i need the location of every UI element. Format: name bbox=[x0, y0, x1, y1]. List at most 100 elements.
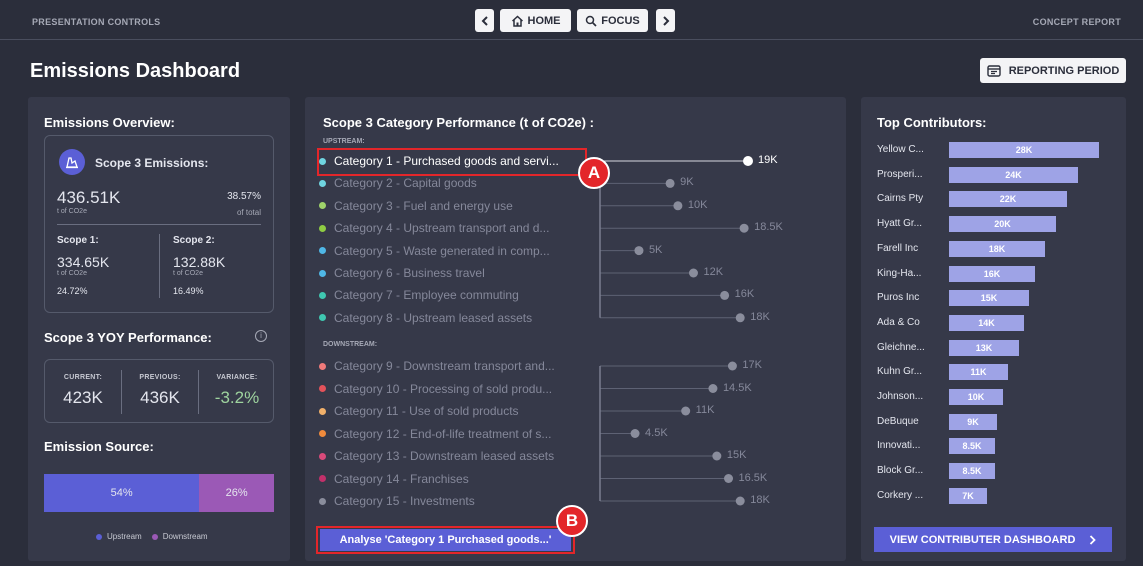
yoy-previous: PREVIOUS: 436K bbox=[122, 360, 198, 424]
category-color-dot bbox=[319, 291, 326, 299]
chevron-left-icon bbox=[481, 15, 488, 26]
downstream-segment[interactable]: 26% bbox=[199, 474, 274, 512]
contributor-value: 15K bbox=[980, 293, 998, 304]
lollipop-point[interactable] bbox=[673, 201, 683, 211]
lollipop-point[interactable] bbox=[739, 223, 749, 233]
lollipop-point[interactable] bbox=[634, 246, 644, 256]
lollipop-point[interactable] bbox=[720, 290, 730, 300]
contributor-name: Ada & Co bbox=[877, 316, 920, 328]
scope2-label: Scope 2: bbox=[173, 235, 215, 246]
downstream-percentage: 26% bbox=[225, 487, 248, 499]
category-label: Category 3 - Fuel and energy use bbox=[334, 198, 513, 213]
contributor-bar: 8.5K bbox=[949, 438, 995, 455]
category-color-dot bbox=[319, 497, 326, 505]
page-title: Emissions Dashboard bbox=[30, 60, 241, 82]
category-label: Category 8 - Upstream leased assets bbox=[334, 310, 533, 325]
scope3-emissions-card: Scope 3 Emissions: 436.51K t of CO2e 38.… bbox=[44, 135, 274, 313]
lollipop-point[interactable] bbox=[681, 406, 691, 416]
category-color-dot bbox=[319, 362, 326, 370]
lollipop-point[interactable] bbox=[743, 156, 753, 166]
contributor-value: 11K bbox=[970, 367, 987, 378]
category-item[interactable]: Category 5 - Waste generated in comp... bbox=[319, 243, 550, 259]
category-color-dot bbox=[319, 269, 326, 277]
scope3-percentage: 38.57% bbox=[227, 191, 261, 202]
category-label: Category 5 - Waste generated in comp... bbox=[334, 243, 550, 258]
contributor-bar: 9K bbox=[949, 413, 997, 430]
focus-label: FOCUS bbox=[601, 14, 640, 27]
category-item[interactable]: Category 7 - Employee commuting bbox=[319, 287, 519, 303]
category-item[interactable]: Category 1 - Purchased goods and servi..… bbox=[319, 153, 559, 169]
lollipop-point[interactable] bbox=[665, 178, 675, 188]
upstream-segment[interactable]: 54% bbox=[44, 474, 200, 512]
category-item[interactable]: Category 15 - Investments bbox=[319, 493, 475, 509]
category-item[interactable]: Category 6 - Business travel bbox=[319, 265, 485, 281]
contributor-name: Prosperi... bbox=[877, 168, 923, 180]
view-contributor-dashboard-button[interactable]: VIEW CONTRIBUTER DASHBOARD bbox=[874, 527, 1112, 552]
concept-report-label: CONCEPT REPORT bbox=[1032, 17, 1121, 27]
contributor-bar: 7K bbox=[949, 487, 987, 504]
contributor-bar: 10K bbox=[949, 389, 1003, 405]
category-item[interactable]: Category 3 - Fuel and energy use bbox=[319, 198, 513, 214]
reporting-period-button[interactable]: REPORTING PERIOD bbox=[980, 58, 1126, 83]
category-color-dot bbox=[319, 179, 326, 187]
category-item[interactable]: Category 12 - End-of-life treatment of s… bbox=[319, 426, 551, 442]
upstream-section-label: UPSTREAM: bbox=[323, 138, 365, 145]
downstream-legend-dot bbox=[151, 533, 158, 540]
lollipop-point[interactable] bbox=[708, 384, 718, 393]
contributor-bar: 13K bbox=[949, 339, 1019, 356]
lollipop-point[interactable] bbox=[727, 361, 737, 371]
contributor-bar: 28K bbox=[949, 142, 1099, 158]
yoy-variance: VARIANCE: -3.2% bbox=[199, 360, 275, 424]
contributor-bar: 11K bbox=[949, 364, 1008, 381]
category-item[interactable]: Category 2 - Capital goods bbox=[319, 175, 477, 191]
home-button[interactable]: HOME bbox=[500, 9, 571, 32]
current-label: CURRENT: bbox=[63, 374, 103, 381]
card-divider bbox=[57, 224, 261, 225]
category-value-label: 9K bbox=[680, 176, 694, 189]
category-color-dot bbox=[319, 157, 326, 165]
category-performance-title: Scope 3 Category Performance (t of CO2e)… bbox=[323, 115, 594, 130]
lollipop-point[interactable] bbox=[735, 496, 745, 506]
category-label: Category 1 - Purchased goods and servi..… bbox=[334, 154, 559, 168]
contributor-value: 8.5K bbox=[962, 466, 982, 477]
lollipop-point[interactable] bbox=[688, 268, 698, 278]
callout-b-marker: B bbox=[556, 505, 588, 537]
contributor-value: 24K bbox=[1005, 169, 1022, 180]
next-button[interactable] bbox=[656, 9, 675, 32]
category-color-dot bbox=[319, 430, 326, 437]
info-icon[interactable]: i bbox=[255, 330, 267, 342]
prev-button[interactable] bbox=[475, 9, 494, 32]
contributor-name: Johnson... bbox=[877, 391, 924, 402]
category-color-dot bbox=[319, 475, 326, 482]
contributor-value: 16K bbox=[983, 268, 1001, 279]
variance-label: VARIANCE: bbox=[216, 374, 258, 381]
analyse-button[interactable]: Analyse 'Category 1 Purchased goods...' bbox=[320, 529, 571, 551]
lollipop-point[interactable] bbox=[724, 474, 734, 483]
category-item[interactable]: Category 14 - Franchises bbox=[319, 471, 469, 487]
contributor-name: King-Ha... bbox=[877, 267, 922, 279]
contributor-bar: 18K bbox=[949, 240, 1045, 257]
category-item[interactable]: Category 10 - Processing of sold produ..… bbox=[319, 381, 552, 397]
previous-label: PREVIOUS: bbox=[139, 374, 181, 381]
category-item[interactable]: Category 4 - Upstream transport and d... bbox=[319, 220, 549, 236]
category-value-label: 18K bbox=[750, 494, 770, 506]
contributor-value: 28K bbox=[1015, 145, 1033, 155]
chevron-right-icon bbox=[662, 15, 669, 26]
presentation-controls-bar: PRESENTATION CONTROLS HOME FOCUS CONCEPT… bbox=[0, 0, 1143, 40]
lollipop-point[interactable] bbox=[630, 429, 640, 438]
contributor-name: Yellow C... bbox=[877, 144, 924, 155]
downstream-legend-label: Downstream bbox=[162, 532, 208, 541]
lollipop-point[interactable] bbox=[712, 451, 722, 461]
category-item[interactable]: Category 8 - Upstream leased assets bbox=[319, 310, 532, 326]
category-item[interactable]: Category 13 - Downstream leased assets bbox=[319, 448, 554, 464]
category-color-dot bbox=[319, 247, 326, 255]
contributor-value: 7K bbox=[962, 490, 974, 501]
focus-button[interactable]: FOCUS bbox=[577, 9, 648, 32]
lollipop-point[interactable] bbox=[735, 313, 745, 323]
upstream-legend-dot bbox=[96, 533, 102, 540]
category-item[interactable]: Category 11 - Use of sold products bbox=[319, 403, 519, 419]
variance-value: -3.2% bbox=[214, 388, 260, 407]
contributor-name: Block Gr... bbox=[877, 465, 924, 477]
contributor-name: Cairns Pty bbox=[877, 193, 924, 205]
category-item[interactable]: Category 9 - Downstream transport and... bbox=[319, 358, 555, 374]
